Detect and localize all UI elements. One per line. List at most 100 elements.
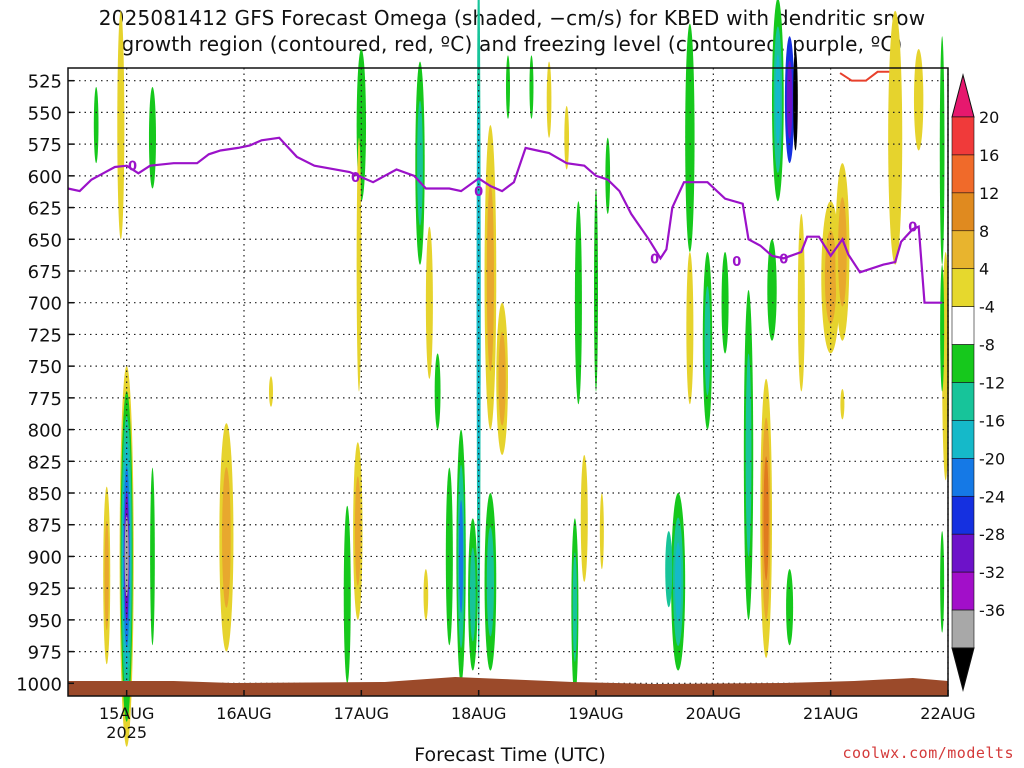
freezing-level-label: 0 xyxy=(474,185,483,200)
colorbar-tick-label: -4 xyxy=(979,298,995,317)
chart-title-line2: growth region (contoured, red, ºC) and f… xyxy=(121,32,903,56)
omega-blob xyxy=(150,467,155,646)
omega-blob xyxy=(486,183,495,372)
terrain-fill xyxy=(68,677,948,696)
colorbar-tick-label: 4 xyxy=(979,260,989,279)
omega-blob xyxy=(268,376,273,407)
omega-blob xyxy=(686,251,694,405)
omega-blob xyxy=(939,36,945,265)
colorbar: 20 16 12 8 4 -4 -8 -12 -16 -20 -24 -28 -32 -36 xyxy=(951,73,1005,692)
omega-blob xyxy=(476,84,481,522)
x-tick-label: 16AUG xyxy=(216,704,271,723)
omega-blob xyxy=(124,516,129,597)
omega-blob xyxy=(148,87,156,189)
omega-blob xyxy=(840,388,845,420)
omega-blob xyxy=(469,547,476,642)
colorbar-tick-label: -8 xyxy=(979,336,995,355)
colorbar-band xyxy=(951,154,975,194)
omega-blob xyxy=(767,239,777,341)
x-year-label: 2025 xyxy=(106,723,147,742)
freezing-level-label: 0 xyxy=(779,252,788,267)
colorbar-band xyxy=(951,344,975,383)
omega-blob xyxy=(888,10,903,265)
y-tick-label: 825 xyxy=(28,452,62,473)
omega-blob xyxy=(117,10,125,240)
y-tick-label: 775 xyxy=(28,389,62,410)
freezing-level-line xyxy=(67,136,943,304)
omega-blob xyxy=(797,213,805,392)
terrain-band xyxy=(68,677,948,696)
y-tick-label: 625 xyxy=(28,199,62,220)
omega-blob xyxy=(745,353,752,557)
omega-blob xyxy=(913,48,924,151)
omega-blob xyxy=(786,569,794,646)
omega-blob xyxy=(594,188,598,392)
colorbar-tick-label: 8 xyxy=(979,222,989,241)
dgz-contour xyxy=(839,70,890,82)
colorbar-tick-label: -32 xyxy=(979,563,1005,582)
colorbar-tick-label: -28 xyxy=(979,525,1005,544)
credit-link[interactable]: coolwx.com/modelts xyxy=(842,744,1014,762)
omega-blob xyxy=(786,60,793,139)
omega-blob xyxy=(838,197,847,307)
x-tick-label: 17AUG xyxy=(334,704,389,723)
contour-lines: 0 0 0 0 0 0 0 xyxy=(67,70,943,304)
omega-blob xyxy=(775,54,781,145)
colorbar-band xyxy=(951,116,975,156)
omega-blob xyxy=(546,61,552,138)
colorbar-band xyxy=(951,571,975,611)
x-tick-label: 18AUG xyxy=(451,704,506,723)
freezing-level-label: 0 xyxy=(128,160,137,175)
y-tick-label: 750 xyxy=(28,357,62,378)
colorbar-tick-label: -20 xyxy=(979,449,1005,468)
omega-blob xyxy=(721,251,729,354)
omega-blob xyxy=(940,531,945,633)
colorbar-band xyxy=(951,382,975,421)
omega-blob xyxy=(498,331,506,426)
colorbar-band xyxy=(951,420,975,459)
colorbar-band xyxy=(951,230,975,270)
omega-blob xyxy=(445,467,453,646)
colorbar-tick-label: -12 xyxy=(979,374,1005,393)
x-axis-label: Forecast Time (UTC) xyxy=(414,744,606,766)
omega-blob xyxy=(343,505,351,684)
y-tick-label: 725 xyxy=(28,325,62,346)
omega-blob xyxy=(704,286,711,396)
omega-blob xyxy=(685,23,695,252)
y-tick-label: 525 xyxy=(28,72,62,93)
colorbar-band xyxy=(951,192,975,232)
omega-blob xyxy=(564,106,570,170)
y-tick-label: 975 xyxy=(28,643,62,664)
y-tick-label: 700 xyxy=(28,294,62,315)
omega-blob xyxy=(423,569,429,620)
chart-title-line1: 2025081412 GFS Forecast Omega (shaded, −… xyxy=(98,6,926,30)
omega-blob xyxy=(574,201,582,405)
freezing-level-label: 0 xyxy=(908,221,917,236)
omega-blob xyxy=(354,476,361,586)
omega-blob xyxy=(763,456,769,581)
omega-blob xyxy=(793,48,798,151)
omega-blob xyxy=(506,55,510,119)
x-tick-label: 19AUG xyxy=(568,704,623,723)
y-tick-label: 600 xyxy=(28,167,62,188)
x-tick-label: 15AUG xyxy=(99,704,154,723)
x-tick-label: 20AUG xyxy=(686,704,741,723)
axes: 525 550 575 600 625 650 675 700 725 750 775 800 825 8… xyxy=(16,67,976,742)
y-tick-label: 575 xyxy=(28,135,62,156)
colorbar-band xyxy=(951,609,975,649)
colorbar-tick-label: 12 xyxy=(979,184,999,203)
omega-blob xyxy=(580,454,588,582)
y-tick-label: 650 xyxy=(28,230,62,251)
x-tick-label: 21AUG xyxy=(803,704,858,723)
omega-shading xyxy=(93,0,950,747)
colorbar-band xyxy=(951,495,975,535)
y-tick-label: 925 xyxy=(28,579,62,600)
omega-blob xyxy=(434,353,441,430)
omega-blob xyxy=(356,137,362,392)
y-tick-label: 950 xyxy=(28,611,62,632)
y-tick-label: 1000 xyxy=(16,674,62,695)
omega-blob xyxy=(458,500,464,613)
y-tick-label: 675 xyxy=(28,262,62,283)
omega-blob xyxy=(675,542,682,622)
